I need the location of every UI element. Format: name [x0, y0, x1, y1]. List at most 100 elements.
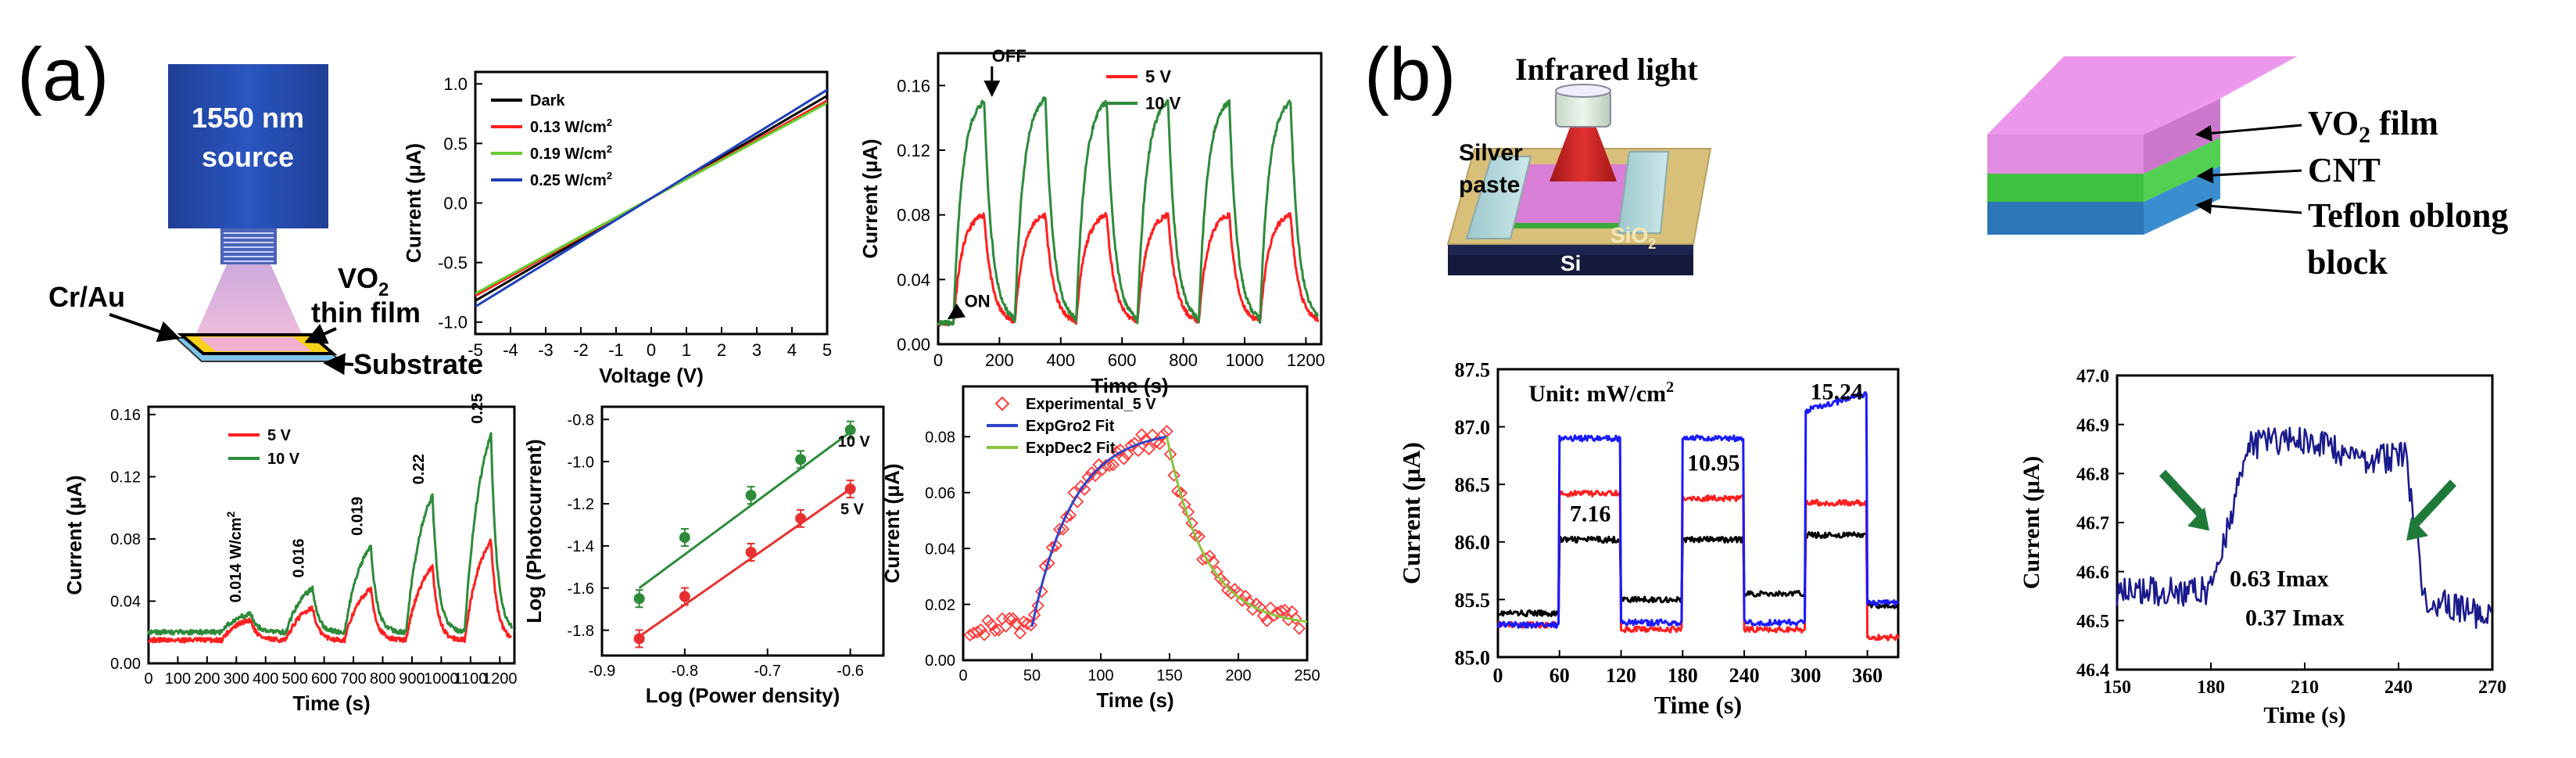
y-tick-label: 0.08 [897, 206, 930, 225]
x-tick-label: 300 [1790, 664, 1821, 687]
data-marker [1199, 551, 1213, 566]
x-tick-label: 0 [958, 667, 967, 684]
y-tick-label: 85.0 [1455, 646, 1491, 669]
series-line [148, 538, 512, 644]
x-tick-label: 1200 [482, 670, 518, 688]
x-tick-label: -1 [608, 340, 624, 360]
data-marker [1138, 433, 1152, 447]
data-point [679, 591, 690, 602]
green-arrow-2-head [2406, 517, 2428, 541]
data-point [633, 593, 645, 605]
y-tick-label: 46.5 [2076, 612, 2109, 632]
y-tick-label: 47.0 [2076, 367, 2109, 387]
x-tick-label: 120 [1606, 664, 1636, 687]
y-axis-label: Current (μA) [402, 143, 425, 263]
chart-loglog: -0.9 -0.8 -0.7 -0.6 -1.8 -1.6 -1.4 -1.2 -1.0 -0.8… [522, 405, 885, 707]
data-point [844, 424, 856, 436]
data-point [633, 633, 645, 645]
y-tick-label: 0.04 [925, 541, 955, 558]
x-axis-label: Log (Power density) [646, 684, 840, 707]
y-axis-label: Current (μA) [63, 475, 86, 595]
schematic-b-stack: VO2 film CNT Teflon oblong block [1987, 56, 2508, 282]
fit-grow [1030, 435, 1167, 627]
silver-paste-left [1465, 156, 1532, 239]
chart-b_single: 150 180 210 240 270 46.4 46.5 46.6 46.7 46.8 46.9 4… [2019, 367, 2506, 728]
x-axis-label: Time (s) [1654, 691, 1742, 719]
data-marker [1010, 617, 1023, 630]
power-label: 10.95 [1687, 451, 1740, 476]
plot-frame [600, 405, 885, 657]
vo2-side [2144, 99, 2220, 174]
data-marker [1117, 452, 1130, 465]
data-marker [1260, 614, 1274, 627]
data-marker [1067, 486, 1080, 500]
pulse-label: 0.019 [349, 497, 366, 536]
x-tick-label: 800 [1169, 350, 1198, 370]
chart-powers: 0 100 200 300 400 500 600 700 800 900100011001200… [63, 393, 518, 715]
y-tick-label: -1.8 [568, 623, 594, 640]
cnt-front [1987, 174, 2144, 202]
nozzle-stripes [224, 232, 274, 262]
y-tick-label: 0.08 [110, 531, 141, 548]
data-marker [1102, 458, 1116, 472]
data-marker [1256, 609, 1270, 623]
imax-label: 0.63 Imax [2230, 566, 2329, 591]
data-point [795, 512, 807, 524]
cnt-pointer [2196, 167, 2302, 184]
legend-label: 10 V [1145, 94, 1181, 113]
pulse-label: 0.25 [469, 393, 486, 424]
fit-decay [1166, 436, 1308, 623]
y-tick-label: 0.16 [110, 407, 141, 424]
vo2-front [1987, 135, 2144, 174]
data-marker [1170, 484, 1184, 498]
schematic-a: 1550 nm source Cr/Au VO2 thin film Subst… [48, 64, 483, 380]
y-tick-label: 46.9 [2076, 415, 2109, 436]
data-marker [1013, 627, 1027, 640]
y-tick-label: -1.6 [568, 580, 594, 598]
data-marker [1060, 510, 1073, 524]
teflon-front [1987, 202, 2144, 235]
x-tick-label: 270 [2478, 677, 2506, 698]
y-axis-label: Log (Photocurrent) [522, 439, 546, 623]
series-label-10v: 10 V [838, 433, 871, 451]
data-point [795, 454, 807, 465]
ir-cone [1550, 124, 1617, 181]
pulse-label: 0.014 W/cm2 [224, 511, 245, 602]
x-tick-label: 0 [933, 350, 943, 370]
schematic-b-device: Infrared light Silver paste SiO2 Si [1446, 52, 1712, 275]
legend-label: ExpGro2 Fit [1026, 418, 1115, 435]
y-tick-label: 0.00 [110, 656, 141, 673]
data-point [679, 532, 690, 544]
charts-layer: -5 -4 -3 -2 -1 0 1 2 3 4 5 -1.0 -0.5 0.0 0.5 1.0 Voltage… [63, 46, 2506, 728]
x-axis-label: Time (s) [2263, 702, 2345, 728]
y-tick-label: -1.4 [568, 538, 594, 555]
series-line [937, 211, 1320, 327]
x-tick-label: 0 [1493, 664, 1503, 687]
y-tick-label: 0.0 [443, 193, 468, 213]
data-marker [974, 623, 987, 637]
x-tick-label: 5 [822, 340, 832, 360]
y-tick-label: 0.02 [925, 597, 955, 614]
light-beam [192, 264, 306, 344]
data-marker [1017, 615, 1030, 629]
legend-marker [994, 396, 1010, 411]
x-tick-label: 100 [165, 670, 191, 688]
x-tick-label: 240 [2384, 677, 2413, 698]
fit-line [638, 487, 851, 638]
data-marker [1278, 603, 1292, 617]
y-tick-label: 1.0 [443, 74, 468, 94]
data-marker [1052, 523, 1066, 536]
series-line [147, 432, 513, 636]
sio2-label: SiO2 [1610, 223, 1656, 252]
data-marker [1288, 612, 1302, 625]
source-label-line2: source [202, 141, 294, 173]
x-tick-label: 240 [1729, 664, 1760, 687]
y-tick-label: 46.8 [2076, 465, 2109, 485]
y-tick-label: 0.16 [897, 76, 930, 95]
legend-label: Experimental_5 V [1026, 396, 1156, 413]
series-line [1496, 391, 1900, 629]
x-tick-label: 0 [144, 670, 152, 688]
data-marker [1113, 443, 1127, 457]
x-tick-label: 2 [717, 340, 726, 360]
legend-label: Dark [530, 92, 565, 110]
